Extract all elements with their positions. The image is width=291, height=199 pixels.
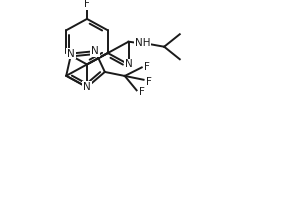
Text: NH: NH (135, 38, 150, 48)
Text: N: N (67, 49, 75, 59)
Text: F: F (84, 0, 90, 9)
Text: N: N (125, 60, 132, 69)
Text: N: N (91, 46, 99, 56)
Text: F: F (146, 77, 151, 87)
Text: F: F (144, 62, 150, 72)
Text: F: F (139, 87, 144, 97)
Text: N: N (83, 82, 91, 92)
